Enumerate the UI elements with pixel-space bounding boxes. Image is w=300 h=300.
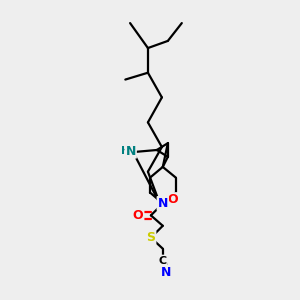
Text: H: H [121, 146, 130, 156]
Text: C: C [159, 256, 167, 266]
Text: N: N [125, 145, 136, 158]
Text: O: O [168, 193, 178, 206]
Text: N: N [161, 266, 172, 279]
Text: N: N [158, 197, 168, 210]
Text: S: S [146, 231, 155, 244]
Text: O: O [133, 209, 143, 222]
